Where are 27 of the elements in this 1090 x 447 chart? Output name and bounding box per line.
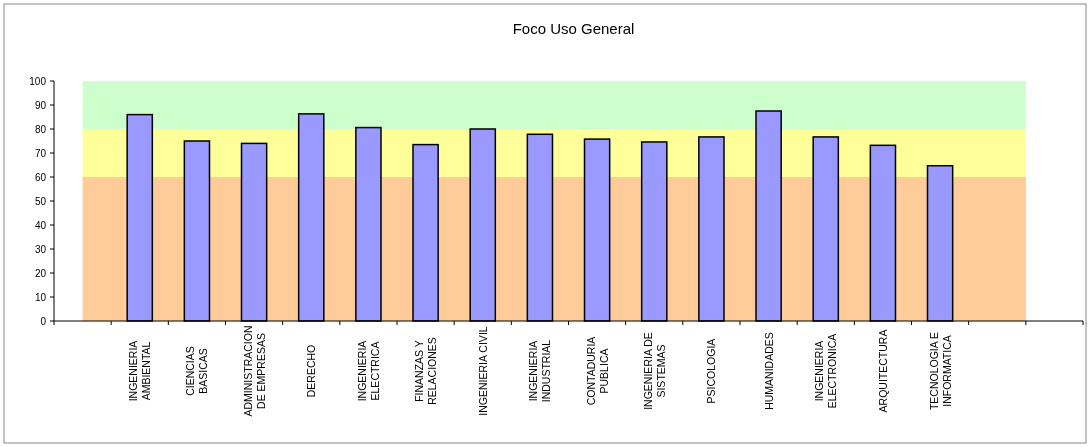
x-tick-label: ADMINISTRACION DE EMPRESAS: [241, 325, 267, 417]
x-tick-label: CIENCIAS BASICAS: [184, 346, 210, 396]
y-tick-label: 50: [34, 195, 47, 207]
x-tick-label: ARQUITECTURA: [876, 329, 889, 413]
y-tick-label: 60: [34, 171, 47, 183]
x-tick-label: HUMANIDADES: [762, 332, 775, 410]
x-tick-label: PSICOLOGIA: [705, 338, 718, 404]
x-tick-label: INGENIERIA ELECTRICA: [355, 340, 381, 402]
x-tick-label: FINANZAS Y RELACIONES: [413, 337, 439, 405]
y-tick-label: 40: [34, 219, 47, 231]
y-tick-label: 30: [34, 243, 47, 255]
x-tick-label: CONTADURIA PUBLICA: [584, 336, 610, 406]
x-tick-label: INGENIERIA INDUSTRIAL: [527, 339, 553, 403]
y-tick-label: 70: [34, 147, 47, 159]
x-tick-label: DERECHO: [305, 344, 318, 398]
chart-title: Foco Uso General: [512, 20, 635, 37]
x-tick-label: INGENIERIA ELECTRONICA: [813, 333, 839, 409]
y-tick-label: 10: [34, 291, 47, 303]
x-tick-label: INGENIERIA CIVIL: [476, 326, 489, 416]
x-tick-label: TECNOLOGIA E INFORMATICA: [927, 331, 953, 411]
y-tick-label: 90: [34, 99, 47, 111]
y-tick-label: 100: [29, 75, 47, 87]
y-tick-label: 20: [34, 267, 47, 279]
x-tick-label: INGENIERIA DE SISTEMAS: [641, 332, 667, 410]
y-tick-label: 80: [34, 123, 47, 135]
x-tick-label: INGENIERIA AMBIENTAL: [127, 340, 153, 402]
y-tick-label: 0: [40, 315, 47, 327]
